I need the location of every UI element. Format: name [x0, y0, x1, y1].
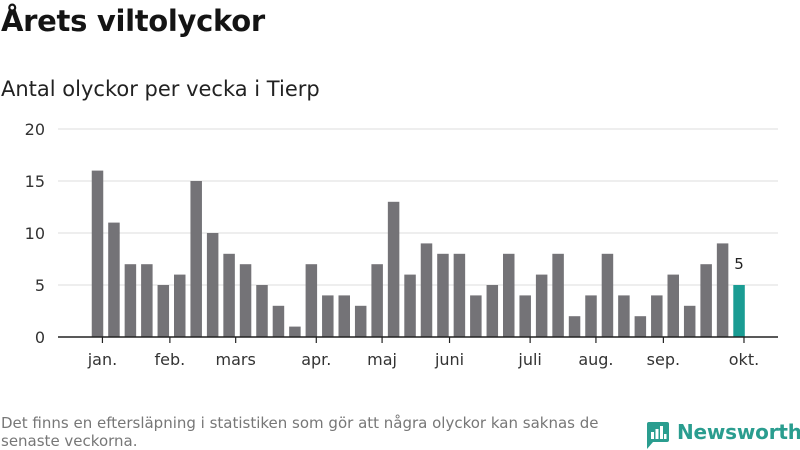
y-tick-label: 0 — [35, 328, 45, 347]
bar-chart: 0 5 10 15 20 jan. feb. mars apr. maj juni juli aug.… — [25, 120, 778, 369]
bar — [552, 253, 564, 337]
bars — [91, 170, 745, 337]
footnote: Det finns en eftersläpning i statistiken… — [1, 414, 599, 450]
bar — [651, 295, 663, 337]
bar — [503, 253, 515, 337]
bar — [108, 222, 120, 337]
bar — [601, 253, 614, 337]
x-tick-label: juni — [434, 350, 464, 369]
bar — [634, 316, 647, 337]
y-tick-label: 5 — [35, 276, 45, 295]
gridlines — [58, 128, 778, 286]
bar — [371, 264, 383, 337]
bar — [190, 181, 202, 337]
bar — [239, 264, 252, 337]
bar — [420, 243, 433, 337]
x-tick-label: okt. — [729, 350, 759, 369]
bar — [733, 285, 745, 337]
bar — [124, 264, 137, 337]
bar — [322, 295, 334, 337]
bar — [272, 305, 285, 337]
x-tick-label: feb. — [155, 350, 186, 369]
bar — [716, 243, 729, 337]
bar — [354, 305, 367, 337]
bar — [437, 253, 449, 337]
bar — [535, 274, 548, 337]
bar — [223, 253, 235, 337]
bar — [486, 285, 499, 337]
brand-logo: Newsworthy — [645, 420, 800, 450]
bar — [453, 253, 466, 337]
y-tick-label: 20 — [25, 120, 45, 139]
x-tick-label: juli — [517, 350, 541, 369]
bar — [618, 295, 630, 337]
x-tick-label: aug. — [578, 350, 613, 369]
bar — [338, 295, 350, 337]
bar — [700, 264, 712, 337]
bar — [305, 264, 318, 337]
bar — [519, 295, 531, 337]
bar — [387, 201, 400, 337]
chart-title: Årets viltolyckor — [1, 4, 265, 38]
x-tick-label: apr. — [301, 350, 331, 369]
bar — [568, 316, 581, 337]
x-tick-label: maj — [367, 350, 397, 369]
data-labels: 5 — [734, 255, 744, 273]
bar — [256, 285, 268, 337]
data-label: 5 — [734, 255, 744, 273]
bar — [157, 285, 170, 337]
y-tick-label: 15 — [25, 172, 45, 191]
newsworthy-logo-icon — [647, 422, 669, 449]
bar — [141, 264, 153, 337]
bar — [470, 295, 482, 337]
y-axis-ticks: 0 5 10 15 20 — [25, 120, 45, 347]
x-tick-label: mars — [216, 350, 256, 369]
chart-subtitle: Antal olyckor per vecka i Tierp — [1, 77, 320, 101]
bar — [404, 274, 416, 337]
brand-name: Newsworthy — [677, 420, 800, 444]
bar — [585, 295, 597, 337]
bar — [91, 170, 104, 337]
bar — [206, 233, 219, 337]
y-tick-label: 10 — [25, 224, 45, 243]
bar — [683, 305, 696, 337]
bar — [289, 326, 301, 337]
x-tick-label: jan. — [87, 350, 117, 369]
bar — [667, 274, 679, 337]
x-axis-ticks: jan. feb. mars apr. maj juni juli aug. sep. okt. — [87, 337, 759, 369]
bar — [174, 274, 186, 337]
x-tick-label: sep. — [647, 350, 680, 369]
